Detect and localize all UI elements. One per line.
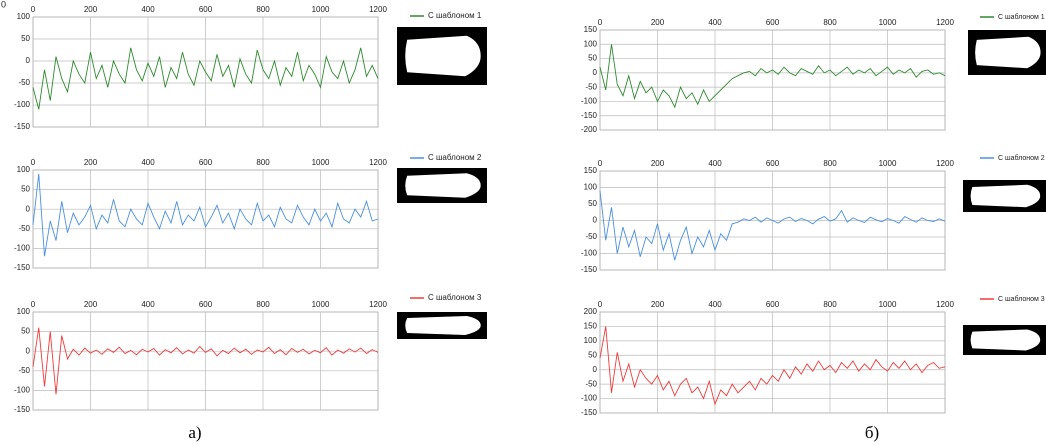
y-tick-label: 0 [593,365,598,374]
x-tick-label: 200 [84,158,98,167]
x-tick-label: 0 [31,5,36,14]
panel-label: а) [188,423,201,442]
template-shape [405,316,480,335]
x-tick-label: 1200 [936,18,954,27]
x-tick-label: 1200 [369,5,387,14]
x-tick-label: 0 [31,300,36,309]
y-tick-label: -50 [18,366,30,375]
y-tick-label: 50 [588,199,597,208]
x-tick-label: 1200 [369,158,387,167]
y-tick-label: -150 [581,111,598,120]
y-tick-label: 100 [17,165,31,174]
x-tick-label: 200 [651,159,665,168]
panel-label: б) [865,423,879,442]
x-tick-label: 600 [199,300,213,309]
legend-label: С шаблоном 2 [998,154,1045,162]
x-tick-label: 200 [651,18,665,27]
x-tick-label: 800 [256,5,270,14]
x-tick-label: 1000 [879,18,897,27]
y-tick-label: 0 [26,56,31,65]
template-shape [971,185,1041,207]
x-tick-label: 1000 [312,5,330,14]
y-tick-label: 0 [26,346,31,355]
x-tick-label: 800 [823,159,837,168]
y-tick-label: 0 [593,68,598,77]
y-tick-label: -150 [14,122,31,131]
x-tick-label: 1000 [312,300,330,309]
legend-label: С шаблоном 1 [428,11,482,20]
y-tick-label: -100 [14,244,31,253]
x-tick-label: 600 [199,5,213,14]
template-shape [405,173,480,198]
y-tick-label: -100 [581,97,598,106]
legend-label: С шаблоном 1 [998,13,1045,21]
y-tick-label: 0 [593,216,598,225]
y-tick-label: 100 [17,307,31,316]
x-tick-label: 600 [199,158,213,167]
x-tick-label: 800 [823,300,837,309]
x-tick-label: 1000 [312,158,330,167]
template-shape [975,37,1040,69]
y-tick-label: -150 [581,408,598,417]
x-tick-label: 800 [256,300,270,309]
y-tick-label: 50 [21,327,30,336]
x-tick-label: 0 [598,300,603,309]
y-tick-label: 100 [584,336,598,345]
x-tick-label: 400 [708,18,722,27]
y-tick-label: -100 [14,100,31,109]
x-tick-label: 600 [766,159,780,168]
y-tick-label: 200 [584,307,598,316]
legend-label: С шаблоном 3 [428,293,482,302]
y-tick-label: 150 [584,25,598,34]
y-tick-label: -100 [14,386,31,395]
y-tick-label: 0 [26,204,31,213]
x-tick-label: 600 [766,300,780,309]
x-tick-label: 800 [823,18,837,27]
x-tick-label: 1200 [369,300,387,309]
template-shape [405,36,480,77]
y-tick-label: 50 [21,34,30,43]
y-tick-label: -150 [581,265,598,274]
y-tick-label: -150 [14,405,31,414]
legend-label: С шаблоном 2 [428,153,482,162]
x-tick-label: 400 [141,300,155,309]
y-tick-label: 150 [584,322,598,331]
x-tick-label: 1000 [879,300,897,309]
x-tick-label: 400 [708,159,722,168]
legend-label: С шаблоном 3 [998,295,1045,303]
y-tick-label: -50 [585,82,597,91]
x-tick-label: 400 [141,158,155,167]
y-tick-label: 50 [21,185,30,194]
x-tick-label: 1200 [936,300,954,309]
y-tick-label: -50 [585,232,597,241]
x-tick-label: 400 [141,5,155,14]
y-tick-label: -100 [581,394,598,403]
fragment: 0 [1,0,6,9]
x-tick-label: 0 [31,158,36,167]
y-tick-label: 50 [588,350,597,359]
x-tick-label: 200 [84,5,98,14]
x-tick-label: 0 [598,18,603,27]
x-tick-label: 1000 [879,159,897,168]
y-tick-label: 100 [584,39,598,48]
y-tick-label: -50 [18,78,30,87]
x-tick-label: 0 [598,159,603,168]
x-tick-label: 200 [651,300,665,309]
figure: 0 а) б) 020040060080010001200-150-100-50… [0,0,1046,445]
x-tick-label: 1200 [936,159,954,168]
y-tick-label: 50 [588,54,597,63]
y-tick-label: 100 [584,183,598,192]
x-tick-label: 800 [256,158,270,167]
y-tick-label: 100 [17,12,31,21]
x-tick-label: 600 [766,18,780,27]
y-tick-label: -200 [581,125,598,134]
y-tick-label: -50 [585,379,597,388]
y-tick-label: 150 [584,166,598,175]
template-shape [971,330,1041,351]
y-tick-label: -150 [14,263,31,272]
y-tick-label: -50 [18,224,30,233]
y-tick-label: -100 [581,249,598,258]
x-tick-label: 400 [708,300,722,309]
x-tick-label: 200 [84,300,98,309]
